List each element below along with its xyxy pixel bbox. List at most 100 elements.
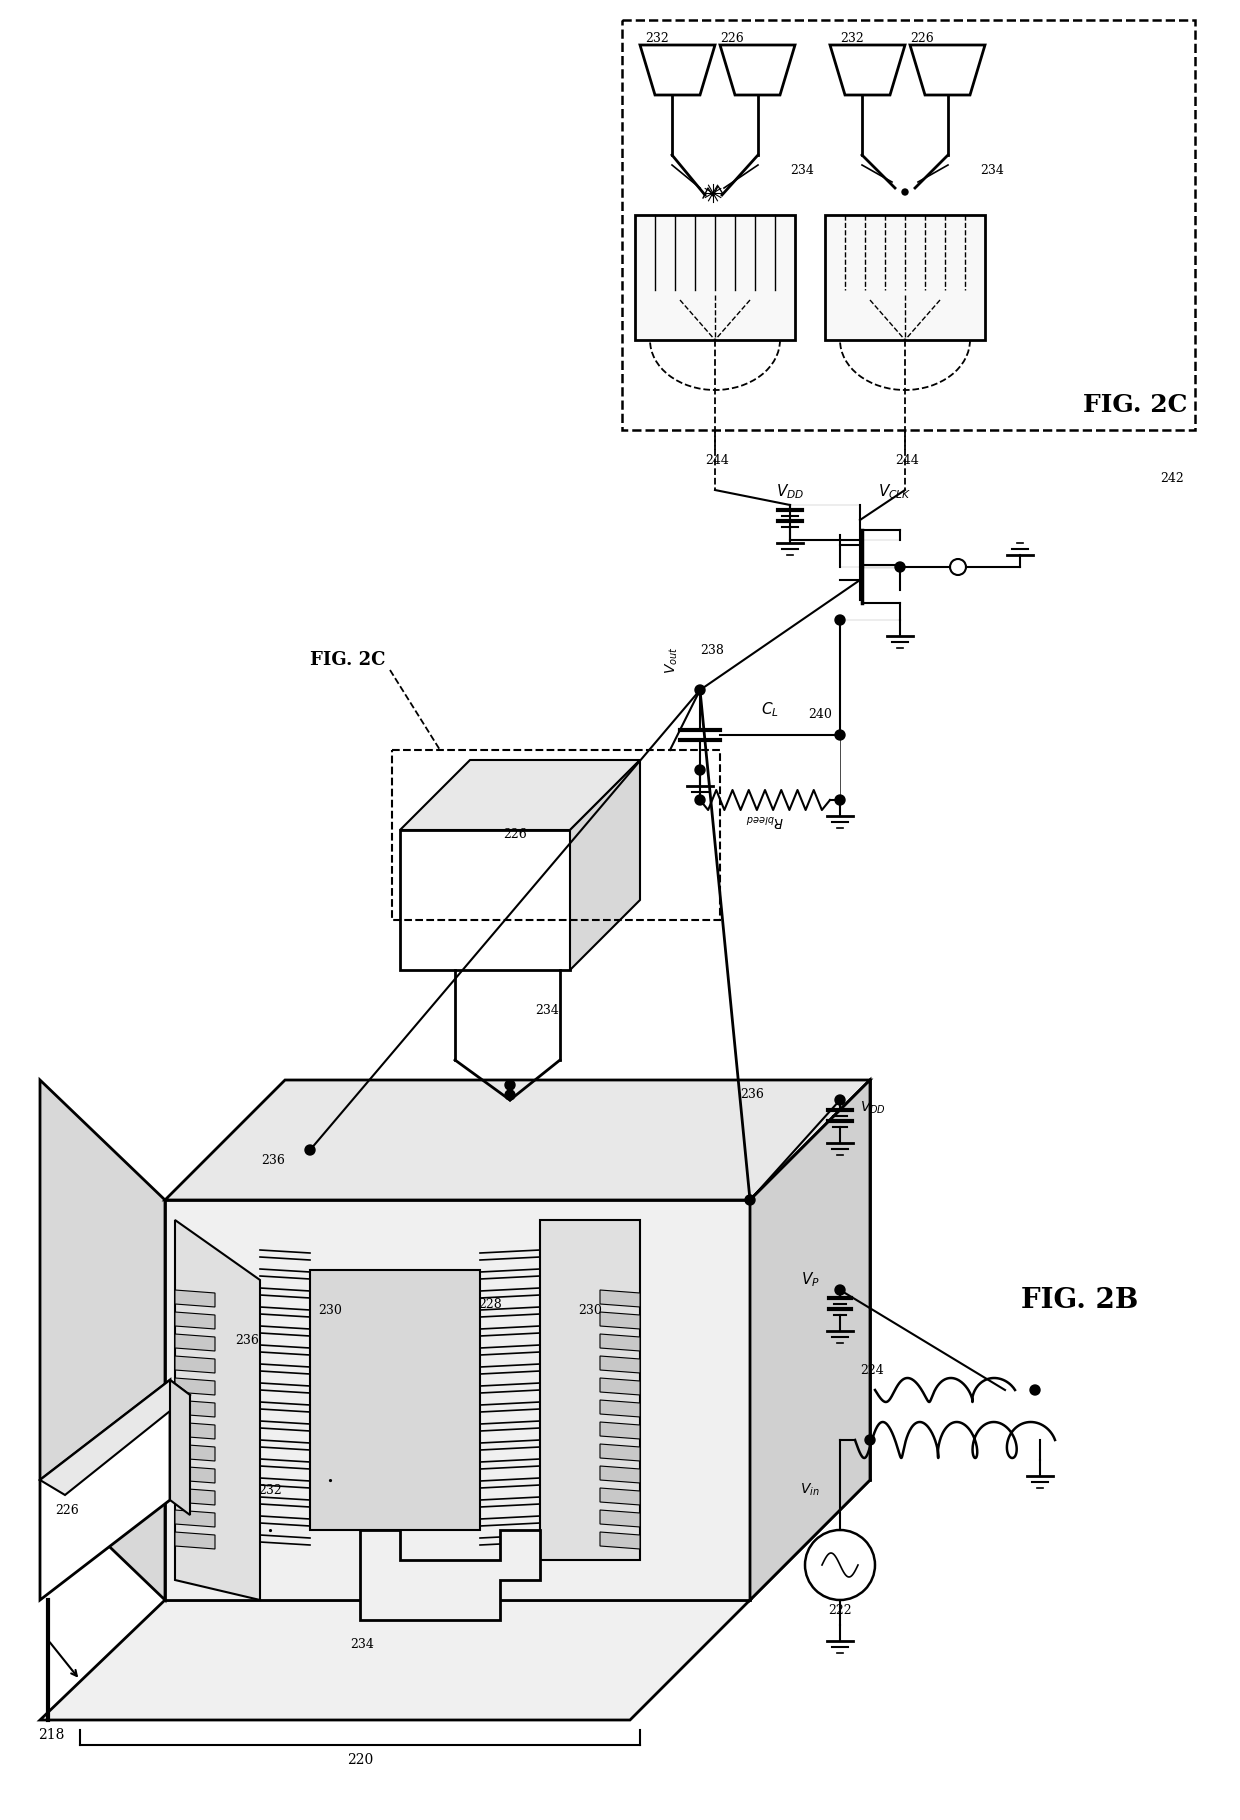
Polygon shape xyxy=(600,1290,640,1307)
Polygon shape xyxy=(600,1312,640,1329)
Circle shape xyxy=(901,189,908,195)
Circle shape xyxy=(694,684,706,695)
Text: $V_{in}$: $V_{in}$ xyxy=(800,1481,820,1498)
Text: $V_{out}$: $V_{out}$ xyxy=(663,646,681,673)
Polygon shape xyxy=(175,1334,215,1350)
Circle shape xyxy=(895,562,905,571)
Text: 230: 230 xyxy=(319,1303,342,1316)
Polygon shape xyxy=(600,1421,640,1440)
Polygon shape xyxy=(40,1600,750,1720)
Polygon shape xyxy=(310,1270,480,1531)
Polygon shape xyxy=(539,1219,640,1560)
Text: $C_L$: $C_L$ xyxy=(761,701,779,719)
Text: 232: 232 xyxy=(645,31,668,44)
Polygon shape xyxy=(600,1489,640,1505)
Circle shape xyxy=(835,730,844,741)
Bar xyxy=(392,750,720,919)
Polygon shape xyxy=(175,1421,215,1440)
Polygon shape xyxy=(910,46,985,95)
Text: 226: 226 xyxy=(720,31,744,44)
Circle shape xyxy=(305,1145,315,1156)
Text: 244: 244 xyxy=(706,453,729,466)
Circle shape xyxy=(505,1079,515,1090)
Circle shape xyxy=(505,1090,515,1099)
Circle shape xyxy=(694,764,706,775)
Text: 238: 238 xyxy=(701,644,724,657)
Text: $\bullet$: $\bullet$ xyxy=(326,1474,334,1485)
Polygon shape xyxy=(401,761,640,830)
Text: FIG. 2B: FIG. 2B xyxy=(1022,1287,1138,1314)
Text: 234: 234 xyxy=(350,1638,374,1651)
Polygon shape xyxy=(360,1531,539,1620)
Circle shape xyxy=(745,1196,755,1205)
Polygon shape xyxy=(40,1380,190,1494)
Polygon shape xyxy=(401,830,570,970)
Text: 232: 232 xyxy=(839,31,864,44)
Polygon shape xyxy=(600,1443,640,1461)
Text: $V_P$: $V_P$ xyxy=(801,1270,820,1289)
Text: 234: 234 xyxy=(534,1003,559,1017)
Polygon shape xyxy=(600,1532,640,1549)
Polygon shape xyxy=(825,215,985,340)
Circle shape xyxy=(835,615,844,624)
Circle shape xyxy=(866,1434,875,1445)
Circle shape xyxy=(1030,1385,1040,1394)
Polygon shape xyxy=(600,1378,640,1394)
Text: 228: 228 xyxy=(479,1298,502,1312)
Text: 234: 234 xyxy=(790,164,813,177)
Polygon shape xyxy=(600,1334,640,1350)
Text: 242: 242 xyxy=(1159,471,1184,484)
Polygon shape xyxy=(165,1199,750,1600)
Polygon shape xyxy=(570,761,640,970)
Polygon shape xyxy=(750,1079,870,1600)
Polygon shape xyxy=(600,1465,640,1483)
Text: 226: 226 xyxy=(55,1503,79,1516)
Polygon shape xyxy=(175,1400,215,1418)
Polygon shape xyxy=(40,1380,170,1600)
Text: 224: 224 xyxy=(861,1363,884,1376)
Polygon shape xyxy=(600,1400,640,1418)
Polygon shape xyxy=(720,46,795,95)
Polygon shape xyxy=(175,1290,215,1307)
Polygon shape xyxy=(40,1079,165,1600)
Text: 236: 236 xyxy=(262,1154,285,1167)
Polygon shape xyxy=(175,1219,260,1600)
Text: $\bullet$: $\bullet$ xyxy=(267,1525,274,1534)
Polygon shape xyxy=(175,1443,215,1461)
Text: $R_{bleed}$: $R_{bleed}$ xyxy=(745,812,785,828)
Text: 220: 220 xyxy=(347,1753,373,1767)
Text: 222: 222 xyxy=(828,1603,852,1616)
Polygon shape xyxy=(175,1356,215,1372)
Text: 218: 218 xyxy=(38,1727,64,1742)
Polygon shape xyxy=(635,215,795,340)
Text: 244: 244 xyxy=(895,453,919,466)
Circle shape xyxy=(694,795,706,804)
Text: $V_{DD}$: $V_{DD}$ xyxy=(776,482,805,500)
Text: 226: 226 xyxy=(503,828,527,841)
Text: $V_{CLK}$: $V_{CLK}$ xyxy=(878,482,911,500)
Circle shape xyxy=(835,1096,844,1105)
Text: 232: 232 xyxy=(258,1483,281,1496)
Text: 236: 236 xyxy=(236,1334,259,1347)
Text: 236: 236 xyxy=(740,1088,764,1101)
Polygon shape xyxy=(175,1465,215,1483)
Circle shape xyxy=(835,1285,844,1296)
Polygon shape xyxy=(600,1511,640,1527)
Polygon shape xyxy=(600,1356,640,1372)
Text: FIG. 2C: FIG. 2C xyxy=(310,652,386,670)
Text: 234: 234 xyxy=(980,164,1004,177)
Polygon shape xyxy=(830,46,905,95)
Polygon shape xyxy=(640,46,715,95)
Polygon shape xyxy=(175,1532,215,1549)
Text: $V_{DD}$: $V_{DD}$ xyxy=(861,1099,887,1116)
Polygon shape xyxy=(170,1380,190,1514)
Polygon shape xyxy=(175,1489,215,1505)
Polygon shape xyxy=(165,1079,870,1199)
Circle shape xyxy=(835,795,844,804)
Bar xyxy=(622,20,1195,430)
Polygon shape xyxy=(175,1378,215,1394)
Polygon shape xyxy=(175,1511,215,1527)
Text: FIG. 2C: FIG. 2C xyxy=(1083,393,1187,417)
Polygon shape xyxy=(175,1312,215,1329)
Text: 230: 230 xyxy=(578,1303,601,1316)
